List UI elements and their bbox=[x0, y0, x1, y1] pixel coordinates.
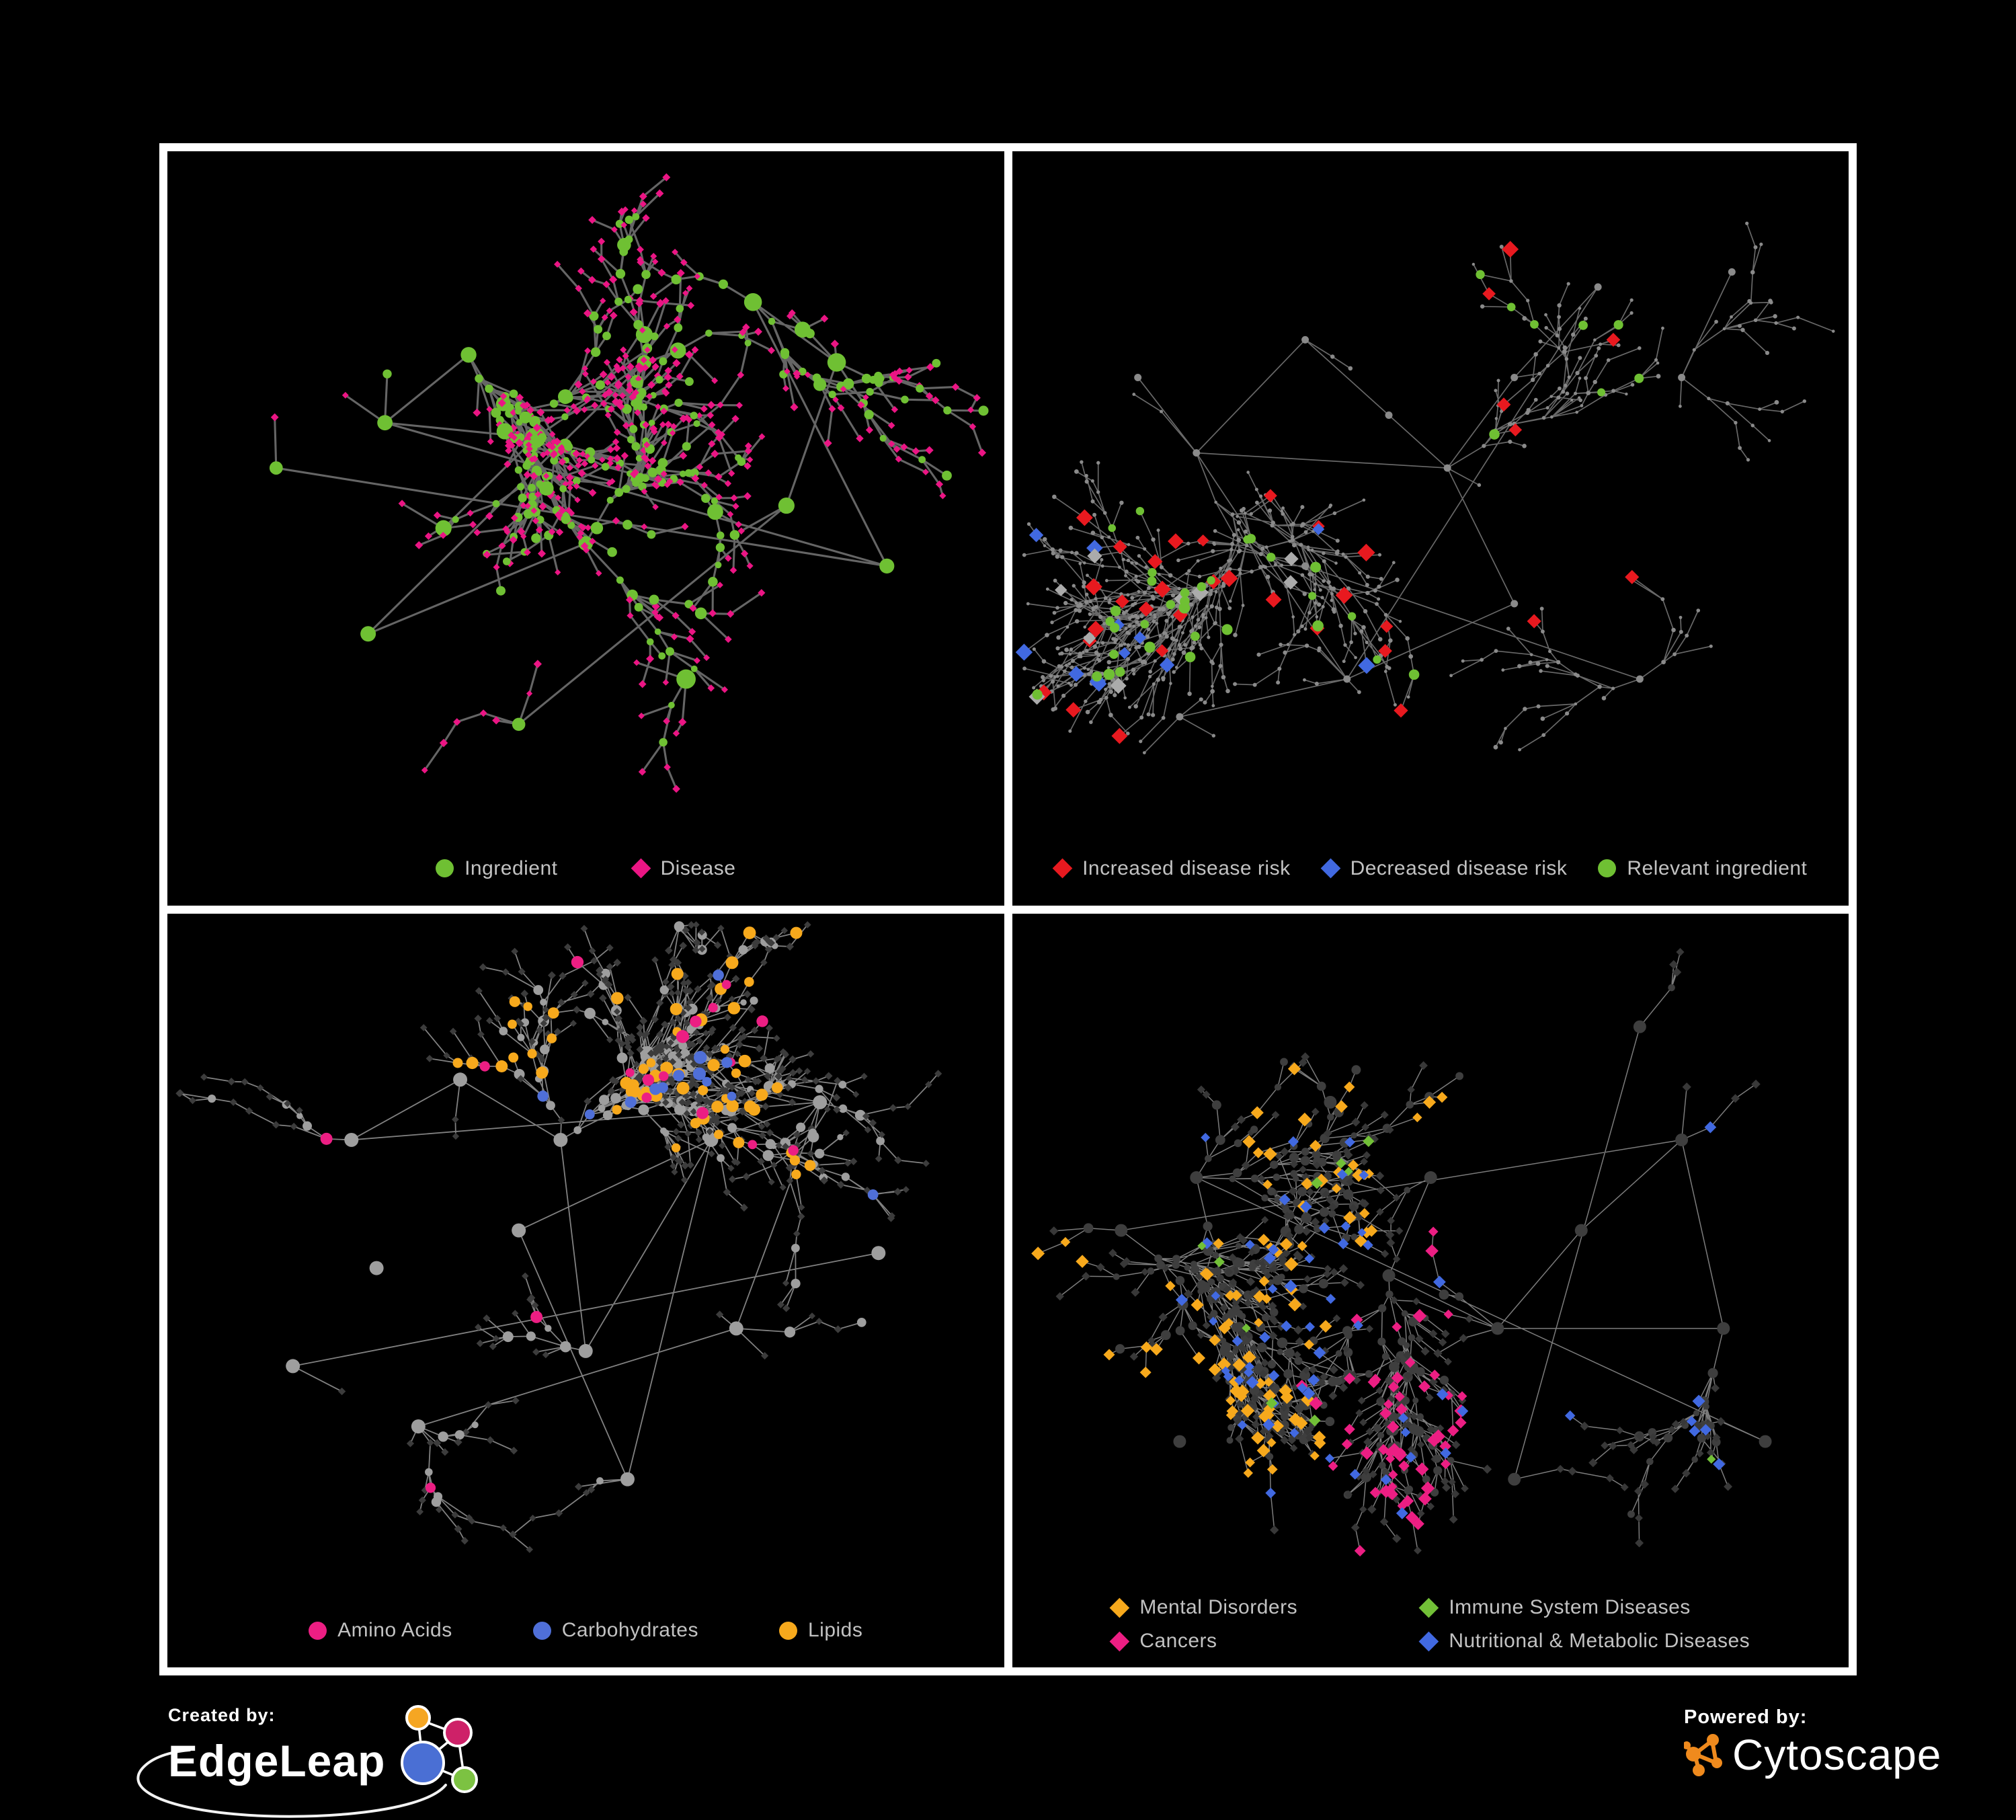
legend-disease-risk: Increased disease risk Decreased disease … bbox=[1012, 857, 1849, 880]
legend-label: Mental Disorders bbox=[1139, 1596, 1298, 1618]
network-canvas-disease-risk bbox=[1015, 221, 1835, 755]
panel-nutrient-classes: Amino Acids Carbohydrates Lipids bbox=[167, 913, 1004, 1667]
legend-ingredient-disease: Ingredient Disease bbox=[167, 857, 1004, 880]
network-canvas-nutrient-classes bbox=[175, 920, 942, 1553]
diamond-marker bbox=[1320, 858, 1340, 879]
diamond-marker bbox=[1052, 858, 1073, 879]
circle-marker bbox=[436, 859, 454, 877]
legend-label: Carbohydrates bbox=[561, 1619, 698, 1641]
legend-label: Increased disease risk bbox=[1082, 857, 1291, 879]
legend-item-relevant-ingredient: Relevant ingredient bbox=[1598, 857, 1807, 880]
circle-marker bbox=[778, 1621, 797, 1640]
edgeleap-brand-row: EdgeLeap bbox=[136, 1705, 489, 1818]
panel-disease-risk: Increased disease risk Decreased disease … bbox=[1012, 151, 1849, 906]
diamond-marker bbox=[631, 858, 651, 879]
cytoscape-logo-icon bbox=[1684, 1734, 1722, 1776]
diamond-marker bbox=[1109, 1597, 1130, 1618]
diamond-marker bbox=[1418, 1631, 1439, 1651]
panel-grid: Ingredient Disease Increased disease risk… bbox=[159, 143, 1857, 1675]
legend-item-cancers: Cancers bbox=[1109, 1630, 1379, 1653]
legend-disease-categories: Mental Disorders Immune System Diseases Ca… bbox=[1109, 1596, 1750, 1653]
circle-marker bbox=[309, 1621, 327, 1640]
legend-item-carbohydrates: Carbohydrates bbox=[532, 1619, 698, 1642]
legend-label: Amino Acids bbox=[337, 1619, 452, 1641]
cytoscape-credit: Powered by: Cytoscape bbox=[1684, 1706, 1941, 1780]
legend-item-nutritional-metabolic-diseases: Nutritional & Metabolic Diseases bbox=[1418, 1630, 1750, 1653]
legend-label: Immune System Diseases bbox=[1449, 1596, 1691, 1618]
network-canvas-disease-categories bbox=[1031, 947, 1772, 1556]
legend-label: Lipids bbox=[807, 1619, 863, 1641]
legend-item-mental-disorders: Mental Disorders bbox=[1109, 1596, 1379, 1619]
cytoscape-brand-row: Cytoscape bbox=[1684, 1730, 1941, 1780]
network-canvas-ingredient-disease bbox=[269, 173, 989, 793]
cytoscape-brand: Cytoscape bbox=[1732, 1731, 1942, 1779]
legend-item-increased-disease-risk: Increased disease risk bbox=[1052, 857, 1291, 880]
legend-label: Nutritional & Metabolic Diseases bbox=[1449, 1630, 1750, 1652]
circle-marker bbox=[1598, 859, 1617, 877]
diamond-marker bbox=[1418, 1597, 1439, 1618]
legend-item-decreased-disease-risk: Decreased disease risk bbox=[1320, 857, 1568, 880]
legend-item-immune-system-diseases: Immune System Diseases bbox=[1418, 1596, 1750, 1619]
edgeleap-brand: EdgeLeap bbox=[168, 1736, 386, 1786]
legend-label: Ingredient bbox=[465, 857, 558, 879]
legend-nutrient-classes: Amino Acids Carbohydrates Lipids bbox=[167, 1619, 1004, 1642]
edgeleap-logo-icon bbox=[136, 1705, 479, 1818]
legend-item-lipids: Lipids bbox=[778, 1619, 863, 1642]
legend-label: Decreased disease risk bbox=[1350, 857, 1568, 879]
legend-label: Relevant ingredient bbox=[1627, 857, 1808, 879]
diamond-marker bbox=[1109, 1631, 1130, 1651]
created-by-label: Created by: bbox=[168, 1705, 276, 1725]
powered-by-label: Powered by: bbox=[1684, 1706, 1808, 1728]
legend-item-amino-acids: Amino Acids bbox=[309, 1619, 452, 1642]
legend-item-ingredient: Ingredient bbox=[436, 857, 557, 880]
edgeleap-credit: Created by: EdgeLeap bbox=[136, 1705, 489, 1818]
legend-label: Disease bbox=[660, 857, 736, 879]
panel-disease-categories: Mental Disorders Immune System Diseases Ca… bbox=[1012, 913, 1849, 1667]
circle-marker bbox=[532, 1621, 551, 1640]
legend-label: Cancers bbox=[1139, 1630, 1217, 1652]
panel-ingredient-disease: Ingredient Disease bbox=[167, 151, 1004, 906]
legend-item-disease: Disease bbox=[631, 857, 736, 880]
